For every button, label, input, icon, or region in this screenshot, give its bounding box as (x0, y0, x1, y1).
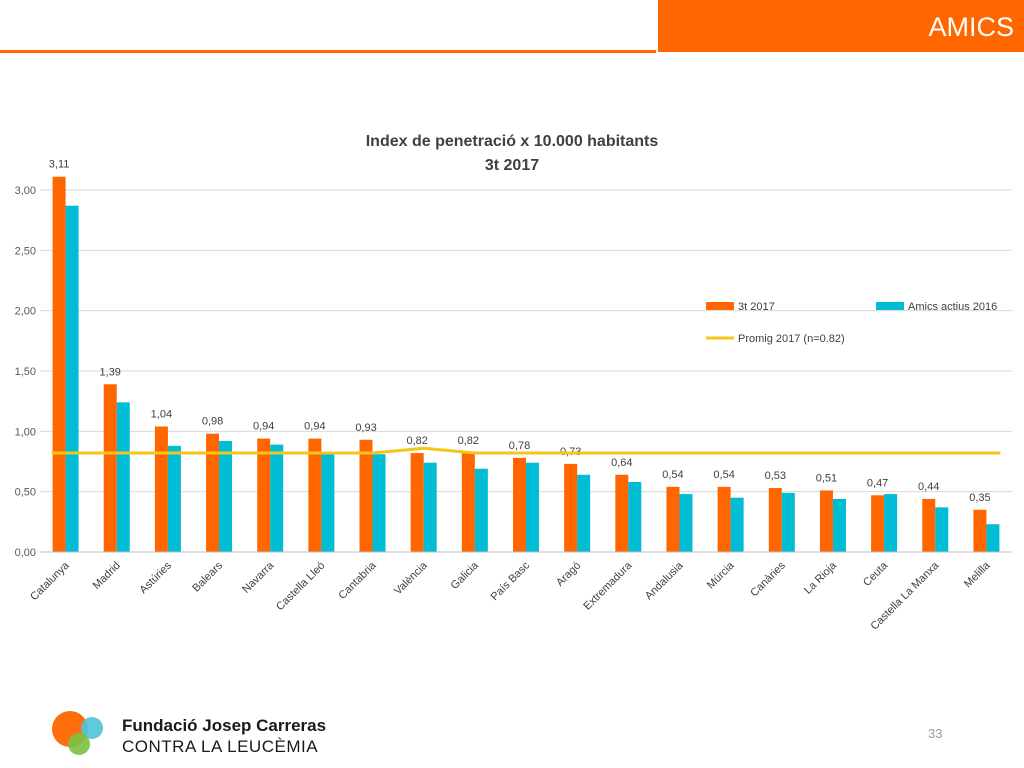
bar-amics-2016 (781, 492, 795, 552)
page-number: 33 (928, 726, 943, 741)
data-label: 0,98 (202, 416, 223, 428)
category-label: País Basc (489, 559, 533, 603)
bar-3t-2017 (666, 486, 680, 552)
category-label: Balears (190, 559, 225, 594)
bar-amics-2016 (423, 462, 437, 552)
y-tick-label: 1,50 (15, 366, 36, 378)
bar-3t-2017 (871, 495, 885, 552)
data-label: 0,47 (867, 477, 888, 489)
category-label: Ceuta (861, 559, 891, 589)
data-label: 0,54 (713, 469, 734, 481)
bar-3t-2017 (359, 439, 373, 552)
category-label: Madrid (91, 560, 123, 592)
bar-amics-2016 (986, 524, 1000, 552)
y-tick-label: 2,50 (15, 245, 36, 257)
data-label: 1,04 (151, 409, 172, 421)
bar-3t-2017 (768, 488, 782, 552)
bar-3t-2017 (973, 509, 987, 552)
y-tick-label: 0,00 (15, 547, 36, 559)
legend-amics-2016-swatch (876, 302, 904, 310)
average-line (51, 446, 1001, 455)
bar-amics-2016 (577, 474, 591, 552)
category-label: Andalusia (643, 559, 686, 602)
bar-amics-2016 (526, 462, 539, 552)
bar-3t-2017 (819, 490, 833, 552)
bar-3t-2017 (461, 453, 475, 552)
data-label: 0,82 (406, 435, 427, 447)
bar-3t-2017 (513, 457, 526, 552)
bar-amics-2016 (167, 445, 181, 552)
bar-amics-2016 (730, 497, 744, 552)
penetration-index-chart: 0,00 0,50 1,00 1,50 2,00 2,50 3,00 Index de pen… (15, 133, 1012, 633)
org-name: Fundació Josep Carreras (122, 716, 327, 735)
foundation-logo-icon (52, 711, 103, 755)
bar-3t-2017 (308, 438, 322, 552)
bar-3t-2017 (410, 453, 424, 552)
bar-amics-2016 (65, 205, 79, 553)
bar-amics-2016 (321, 454, 335, 552)
category-label: Canàries (748, 559, 788, 599)
bar-amics-2016 (884, 494, 898, 552)
category-label: Castella Lleó (274, 560, 327, 613)
data-label: 0,51 (816, 472, 837, 484)
category-label: Astúries (137, 559, 174, 596)
data-label: 3,11 (49, 159, 70, 171)
category-label: Navarra (240, 559, 277, 596)
category-label: Extremadura (581, 559, 635, 613)
bar-3t-2017 (52, 176, 66, 552)
chart-title: Index de penetració x 10.000 habitants (366, 133, 659, 150)
bar-amics-2016 (474, 468, 488, 552)
bar-3t-2017 (257, 438, 271, 552)
y-tick-label: 1,00 (15, 426, 36, 438)
category-label: Cantabria (336, 559, 379, 602)
data-label: 0,53 (765, 470, 786, 482)
category-label: La Rioja (802, 559, 840, 597)
data-label: 0,35 (969, 492, 990, 504)
category-label: Melilla (962, 559, 993, 590)
data-label: 0,94 (253, 421, 274, 433)
bar-3t-2017 (154, 426, 168, 552)
y-tick-label: 2,00 (15, 306, 36, 318)
category-label: Galicia (449, 559, 482, 592)
bar-3t-2017 (103, 384, 117, 552)
data-label: 0,94 (304, 421, 325, 433)
bar-amics-2016 (935, 507, 949, 552)
data-label: 1,39 (100, 366, 121, 378)
bar-3t-2017 (615, 474, 629, 552)
legend-3t-2017-label: 3t 2017 (738, 301, 775, 313)
data-label: 0,78 (509, 440, 530, 452)
org-subtitle: CONTRA LA LEUCÈMIA (122, 737, 319, 756)
header-rule (0, 50, 656, 53)
bar-amics-2016 (219, 440, 233, 552)
bar-3t-2017 (922, 498, 936, 552)
data-label: 0,93 (355, 422, 376, 434)
bar-amics-2016 (116, 402, 130, 552)
y-tick-label: 0,50 (15, 487, 36, 499)
legend-3t-2017-swatch (706, 302, 734, 310)
legend-amics-2016-label: Amics actius 2016 (908, 301, 997, 313)
data-label: 0,44 (918, 481, 939, 493)
bar-amics-2016 (832, 498, 846, 552)
bar-amics-2016 (372, 454, 386, 552)
category-label: Catalunya (28, 559, 72, 603)
category-label: València (392, 559, 430, 597)
bar-3t-2017 (564, 463, 578, 552)
data-label: 0,54 (662, 469, 683, 481)
bar-3t-2017 (717, 486, 731, 552)
bar-amics-2016 (270, 444, 284, 552)
legend-average-label: Promig 2017 (n=0.82) (738, 333, 845, 345)
data-label: 0,82 (458, 435, 479, 447)
bar-3t-2017 (206, 433, 220, 552)
bar-amics-2016 (679, 494, 693, 552)
data-label: 0,64 (611, 457, 632, 469)
category-label: Múrcia (705, 559, 737, 591)
section-title: AMICS (928, 12, 1014, 42)
bar-amics-2016 (628, 482, 642, 552)
chart-subtitle: 3t 2017 (485, 157, 539, 174)
category-label: Aragó (554, 560, 583, 589)
section-banner: AMICS (656, 0, 1024, 52)
y-tick-label: 3,00 (15, 185, 36, 197)
